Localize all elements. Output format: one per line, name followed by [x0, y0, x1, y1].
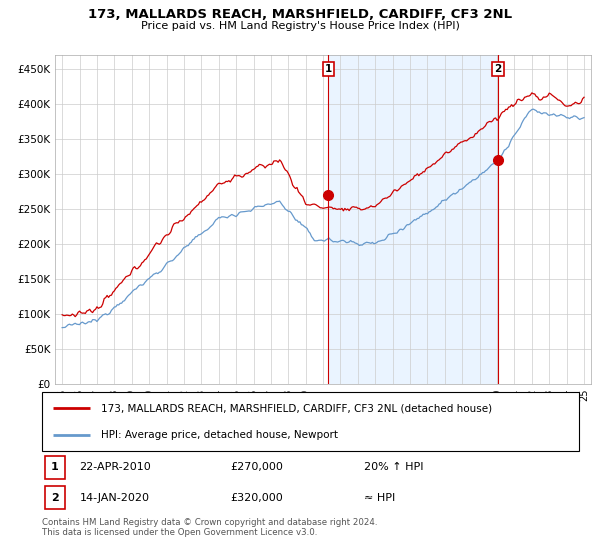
Text: 20% ↑ HPI: 20% ↑ HPI	[364, 463, 424, 473]
Bar	[328, 55, 498, 384]
Text: Contains HM Land Registry data © Crown copyright and database right 2024.
This d: Contains HM Land Registry data © Crown c…	[42, 518, 377, 538]
Bar	[44, 456, 65, 479]
Text: Price paid vs. HM Land Registry's House Price Index (HPI): Price paid vs. HM Land Registry's House …	[140, 21, 460, 31]
Text: 2: 2	[51, 493, 59, 503]
Text: 22-APR-2010: 22-APR-2010	[80, 463, 151, 473]
Text: HPI: Average price, detached house, Newport: HPI: Average price, detached house, Newp…	[101, 430, 338, 440]
Text: 1: 1	[325, 64, 332, 74]
Text: 1: 1	[51, 463, 59, 473]
Text: 173, MALLARDS REACH, MARSHFIELD, CARDIFF, CF3 2NL (detached house): 173, MALLARDS REACH, MARSHFIELD, CARDIFF…	[101, 403, 492, 413]
Text: £320,000: £320,000	[230, 493, 283, 503]
Text: £270,000: £270,000	[230, 463, 283, 473]
Text: 2: 2	[494, 64, 502, 74]
Bar	[44, 486, 65, 509]
Text: ≈ HPI: ≈ HPI	[364, 493, 395, 503]
Text: 14-JAN-2020: 14-JAN-2020	[80, 493, 149, 503]
Text: 173, MALLARDS REACH, MARSHFIELD, CARDIFF, CF3 2NL: 173, MALLARDS REACH, MARSHFIELD, CARDIFF…	[88, 8, 512, 21]
